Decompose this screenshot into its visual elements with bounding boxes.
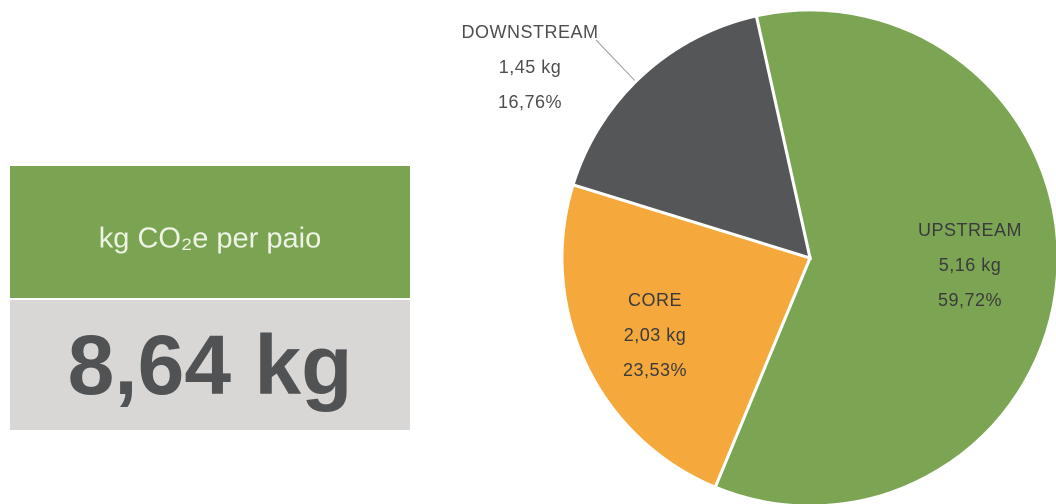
- slice-percent: 59,72%: [938, 290, 1002, 310]
- slice-amount: 2,03 kg: [624, 325, 687, 345]
- unit-panel: [10, 166, 410, 298]
- slice-amount: 5,16 kg: [939, 255, 1002, 275]
- slice-name: CORE: [628, 290, 682, 310]
- unit-label: kg CO₂e per paio: [99, 223, 321, 255]
- leader-line: [595, 39, 641, 87]
- slice-amount: 1,45 kg: [499, 57, 562, 77]
- total-panel: [10, 300, 410, 430]
- pie-slice: [713, 8, 1056, 504]
- slice-name: UPSTREAM: [918, 220, 1022, 240]
- slice-percent: 23,53%: [623, 360, 687, 380]
- pie-slice: [560, 182, 813, 490]
- total-value: 8,64 kg: [68, 318, 353, 412]
- slice-name: DOWNSTREAM: [462, 22, 599, 42]
- pie-slice: [571, 14, 813, 261]
- slice-percent: 16,76%: [498, 92, 562, 112]
